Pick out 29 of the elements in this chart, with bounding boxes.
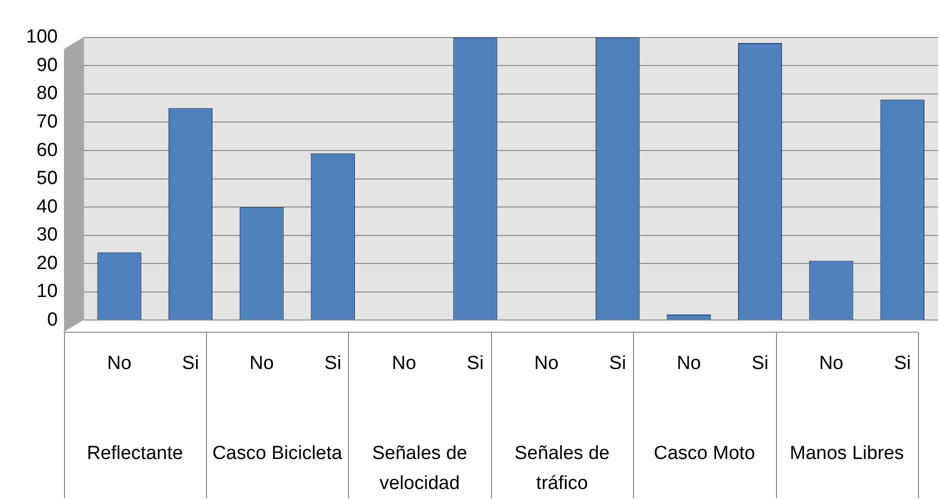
y-tick-label: 10 [36, 281, 58, 302]
text: Manos Libres [790, 443, 904, 464]
x-tick-label: No [107, 352, 132, 374]
text: Casco Bicicleta [212, 443, 343, 464]
x-tick-label: Si [894, 352, 911, 374]
y-tick-label: 40 [36, 196, 58, 218]
y-tick-label: 20 [36, 252, 58, 274]
y-tick-label: 100 [26, 26, 58, 48]
y-tick-label: 80 [36, 83, 58, 104]
x-tick-label: No [250, 352, 274, 374]
x-tick-label: Si [609, 352, 626, 374]
y-tick-label: 0 [47, 309, 58, 330]
y-tick-label: 70 [36, 111, 58, 132]
x-tick-label: No [819, 352, 844, 374]
y-tick-label: 30 [36, 224, 58, 246]
y-tick-label: 90 [36, 54, 58, 76]
x-tick-label: Si [182, 352, 199, 374]
y-tick-label: 60 [36, 140, 58, 161]
x-tick-label: No [392, 352, 416, 374]
y-tick-label: 50 [36, 168, 58, 190]
x-tick-label: Si [324, 352, 342, 374]
text: Señales de tráfico [514, 443, 610, 494]
x-tick-label: No [534, 352, 559, 374]
text: Señales de velocidad [372, 443, 468, 494]
text: Reflectante [86, 443, 183, 464]
text: Casco Moto [654, 443, 756, 464]
x-tick-label: No [676, 352, 701, 374]
x-tick-label: Si [752, 352, 768, 374]
x-tick-label: Si [466, 352, 484, 374]
